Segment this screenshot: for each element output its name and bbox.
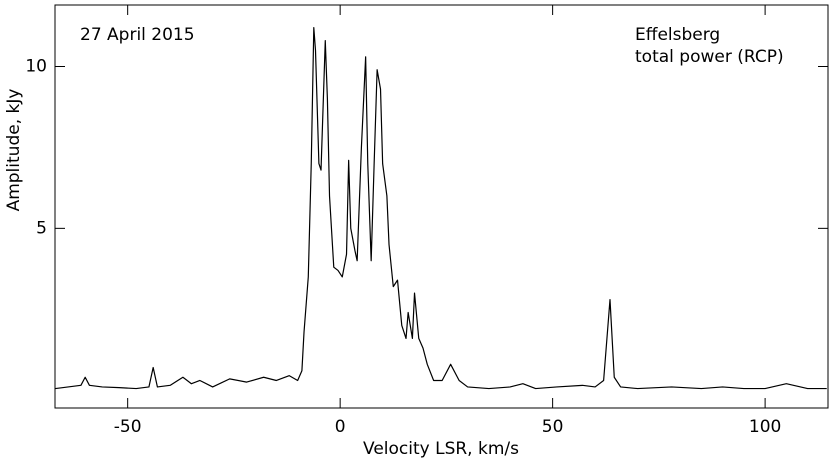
spectrum-line: [55, 27, 827, 390]
x-tick-label: -50: [114, 417, 142, 437]
y-tick-label: 5: [36, 218, 47, 238]
x-tick-label: 100: [749, 417, 781, 437]
annotation: total power (RCP): [635, 47, 784, 67]
annotation: 27 April 2015: [80, 25, 195, 45]
x-tick-label: 50: [542, 417, 564, 437]
annotation: Effelsberg: [635, 25, 720, 45]
x-tick-label: 0: [335, 417, 346, 437]
plot-frame: [54, 4, 829, 409]
x-axis-label: Velocity LSR, km/s: [363, 439, 519, 459]
y-axis-label: Amplitude, kJy: [4, 89, 24, 212]
y-tick-label: 10: [25, 57, 47, 77]
